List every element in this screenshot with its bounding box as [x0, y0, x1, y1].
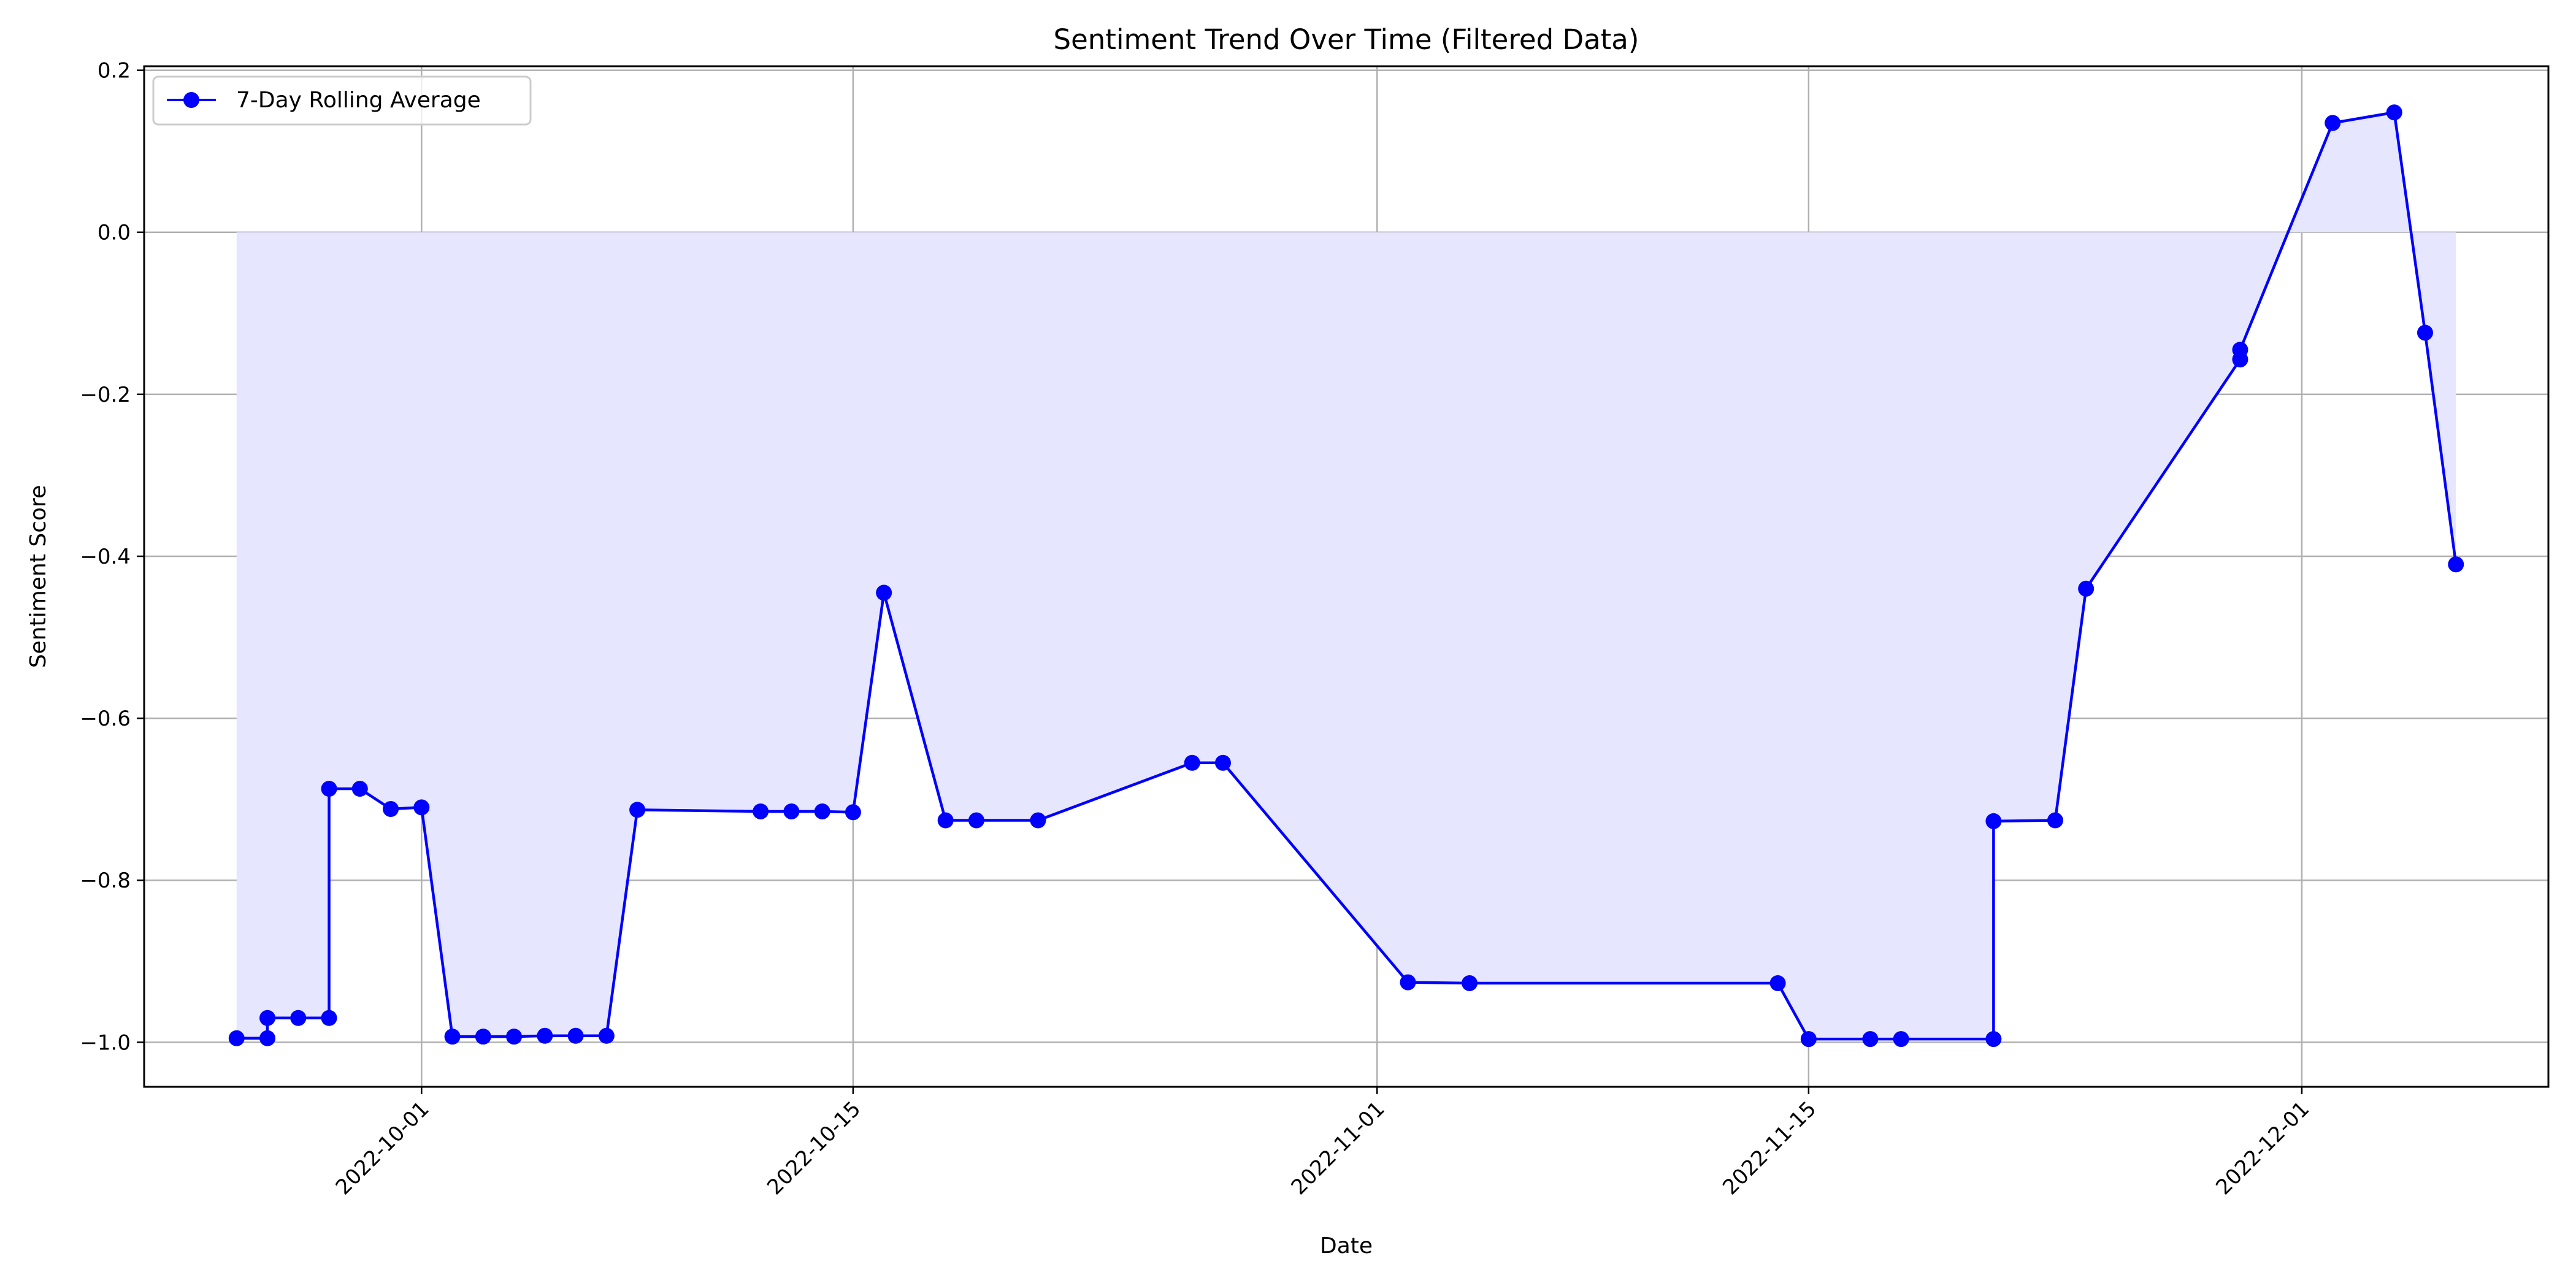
data-point [2078, 580, 2095, 597]
data-point [2047, 812, 2063, 829]
data-point [1985, 813, 2002, 829]
legend-label: 7-Day Rolling Average [236, 88, 481, 113]
data-point [475, 1029, 491, 1045]
data-point [2232, 342, 2248, 358]
data-point [290, 1010, 307, 1026]
data-point [567, 1027, 584, 1044]
data-point [506, 1029, 523, 1045]
data-point [259, 1030, 276, 1046]
data-point [2325, 115, 2341, 131]
data-point [228, 1030, 245, 1046]
data-point [1769, 975, 1786, 991]
data-point [1184, 754, 1200, 771]
data-point [845, 804, 861, 821]
data-point [753, 803, 769, 819]
series-markers-layer [228, 104, 2464, 1048]
y-tick-label: −0.4 [80, 545, 131, 569]
x-axis-title: Date [1320, 1233, 1373, 1259]
y-tick-label: −1.0 [80, 1030, 131, 1055]
data-point [1893, 1031, 1909, 1048]
y-axis-ticks: 0.2 0.0 −0.2 −0.4 −0.6 −0.8 −1.0 [80, 59, 144, 1055]
data-point [876, 585, 892, 601]
data-point [1800, 1031, 1817, 1048]
legend-box [152, 75, 532, 126]
y-tick-label: −0.6 [80, 707, 131, 731]
legend: 7-Day Rolling Average [152, 75, 532, 126]
data-point [2386, 104, 2402, 121]
data-point [1462, 975, 1478, 991]
data-point [2417, 324, 2433, 341]
data-point [1862, 1031, 1879, 1048]
data-point [351, 781, 368, 797]
data-point [937, 812, 954, 829]
data-point [1214, 754, 1231, 771]
data-point [629, 802, 646, 818]
y-axis-title: Sentiment Score [26, 485, 51, 668]
data-point [383, 801, 399, 818]
y-tick-label: −0.2 [80, 383, 131, 407]
y-tick-label: −0.8 [80, 868, 131, 893]
data-point [598, 1027, 615, 1044]
data-point [321, 781, 337, 797]
data-point [413, 799, 430, 816]
data-point [1030, 812, 1046, 829]
data-point [537, 1027, 553, 1044]
data-point [783, 803, 800, 819]
data-point [1985, 1031, 2002, 1048]
data-point [321, 1010, 337, 1026]
data-point [1400, 974, 1416, 991]
legend-marker-swatch [183, 92, 199, 108]
y-tick-label: 0.0 [98, 221, 131, 245]
y-tick-label: 0.2 [98, 59, 131, 83]
data-point [444, 1029, 461, 1045]
data-point [2448, 556, 2464, 573]
chart-title: Sentiment Trend Over Time (Filtered Data… [1054, 23, 1639, 56]
data-point [814, 803, 830, 819]
data-point [259, 1010, 276, 1026]
data-point [968, 812, 984, 829]
plot-frame [143, 65, 2550, 1088]
